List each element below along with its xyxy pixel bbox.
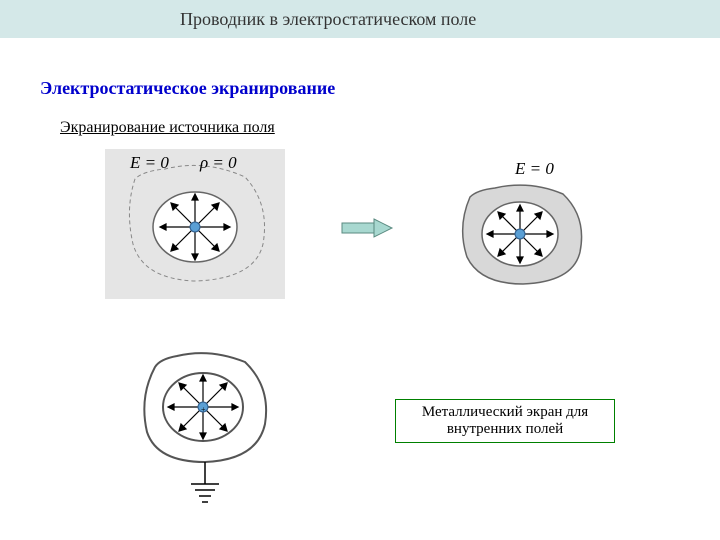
diagram-bottom-svg: + xyxy=(125,342,285,507)
diagram-right xyxy=(445,172,595,297)
section-label: Экранирование источника поля xyxy=(60,119,720,137)
caption-text: Металлический экран для внутренних полей xyxy=(422,404,588,437)
transition-arrow xyxy=(340,217,395,244)
page-title: Проводник в электростатическом поле xyxy=(180,9,476,30)
title-bar: Проводник в электростатическом поле xyxy=(0,0,720,38)
eq-e-zero-2: E = 0 xyxy=(515,159,554,179)
caption-box: Металлический экран для внутренних полей xyxy=(395,399,615,443)
subtitle: Электростатическое экранирование xyxy=(40,78,720,99)
eq-rho-zero: ρ = 0 xyxy=(200,153,237,173)
diagram-area: E = 0 ρ = 0 xyxy=(0,137,720,517)
eq-e-zero-1: E = 0 xyxy=(130,153,169,173)
diagram-bottom: + xyxy=(125,342,285,512)
diagram-right-svg xyxy=(445,172,595,292)
svg-text:+: + xyxy=(201,405,206,414)
